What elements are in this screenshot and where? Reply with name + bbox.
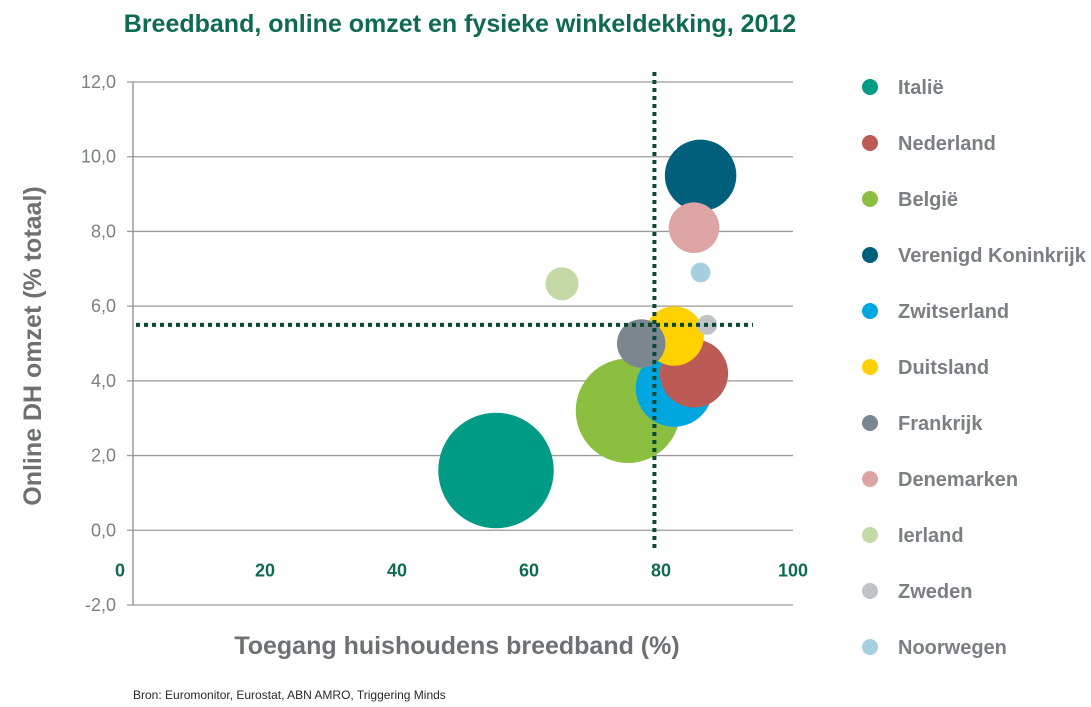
- y-axis-label: Online DH omzet (% totaal): [19, 186, 47, 505]
- x-tick-label: 100: [778, 560, 808, 580]
- legend-marker: [862, 359, 878, 375]
- bubbles: [438, 139, 737, 529]
- y-tick-label: 0,0: [91, 520, 116, 540]
- legend-marker: [862, 247, 878, 263]
- legend-marker: [862, 583, 878, 599]
- legend-label: Frankrijk: [898, 413, 983, 435]
- legend-label: Nederland: [898, 133, 996, 155]
- legend-marker: [862, 415, 878, 431]
- legend-label: Noorwegen: [898, 637, 1007, 659]
- bubble: [664, 139, 737, 212]
- gridlines: [127, 81, 793, 606]
- y-tick-label: 10,0: [81, 147, 116, 167]
- legend-label: Denemarken: [898, 469, 1018, 491]
- legend-label: Ierland: [898, 525, 964, 547]
- x-tick-label: 60: [519, 560, 539, 580]
- bubble: [668, 202, 720, 253]
- legend-marker: [862, 639, 878, 655]
- legend-label: Italië: [898, 77, 944, 99]
- legend-label: Verenigd Koninkrijk: [898, 245, 1087, 267]
- bubble: [690, 262, 711, 283]
- y-tick-labels: -2,0 0,0 2,0 4,0 6,0 8,0 10,0 12,0: [81, 72, 116, 615]
- x-tick-label: 20: [255, 560, 275, 580]
- x-tick-label: 40: [387, 560, 407, 580]
- legend-label: België: [898, 189, 958, 211]
- legend-marker: [862, 527, 878, 543]
- chart-title: Breedband, online omzet en fysieke winke…: [124, 10, 796, 38]
- source-note: Bron: Euromonitor, Eurostat, ABN AMRO, T…: [133, 688, 446, 702]
- x-tick-label: 80: [651, 560, 671, 580]
- bubble: [438, 412, 554, 529]
- bubble: [545, 267, 579, 301]
- y-tick-label: 6,0: [91, 296, 116, 316]
- legend-label: Zweden: [898, 581, 972, 603]
- y-tick-label: -2,0: [85, 595, 116, 615]
- legend-label: Duitsland: [898, 357, 989, 379]
- reference-lines: [136, 72, 753, 549]
- legend-marker: [862, 471, 878, 487]
- x-tick-label: 0: [115, 560, 125, 580]
- legend-marker: [862, 303, 878, 319]
- y-tick-label: 8,0: [91, 221, 116, 241]
- x-tick-labels: 0 20 40 60 80 100: [115, 560, 808, 580]
- legend-marker: [862, 135, 878, 151]
- y-tick-label: 2,0: [91, 446, 116, 466]
- y-tick-label: 12,0: [81, 72, 116, 92]
- legend-marker: [862, 191, 878, 207]
- legend: Italië Nederland België Verenigd Koninkrijk…: [862, 77, 1087, 659]
- legend-label: Zwitserland: [898, 301, 1009, 323]
- y-tick-label: 4,0: [91, 371, 116, 391]
- legend-marker: [862, 79, 878, 95]
- x-axis-label: Toegang huishoudens breedband (%): [234, 632, 679, 660]
